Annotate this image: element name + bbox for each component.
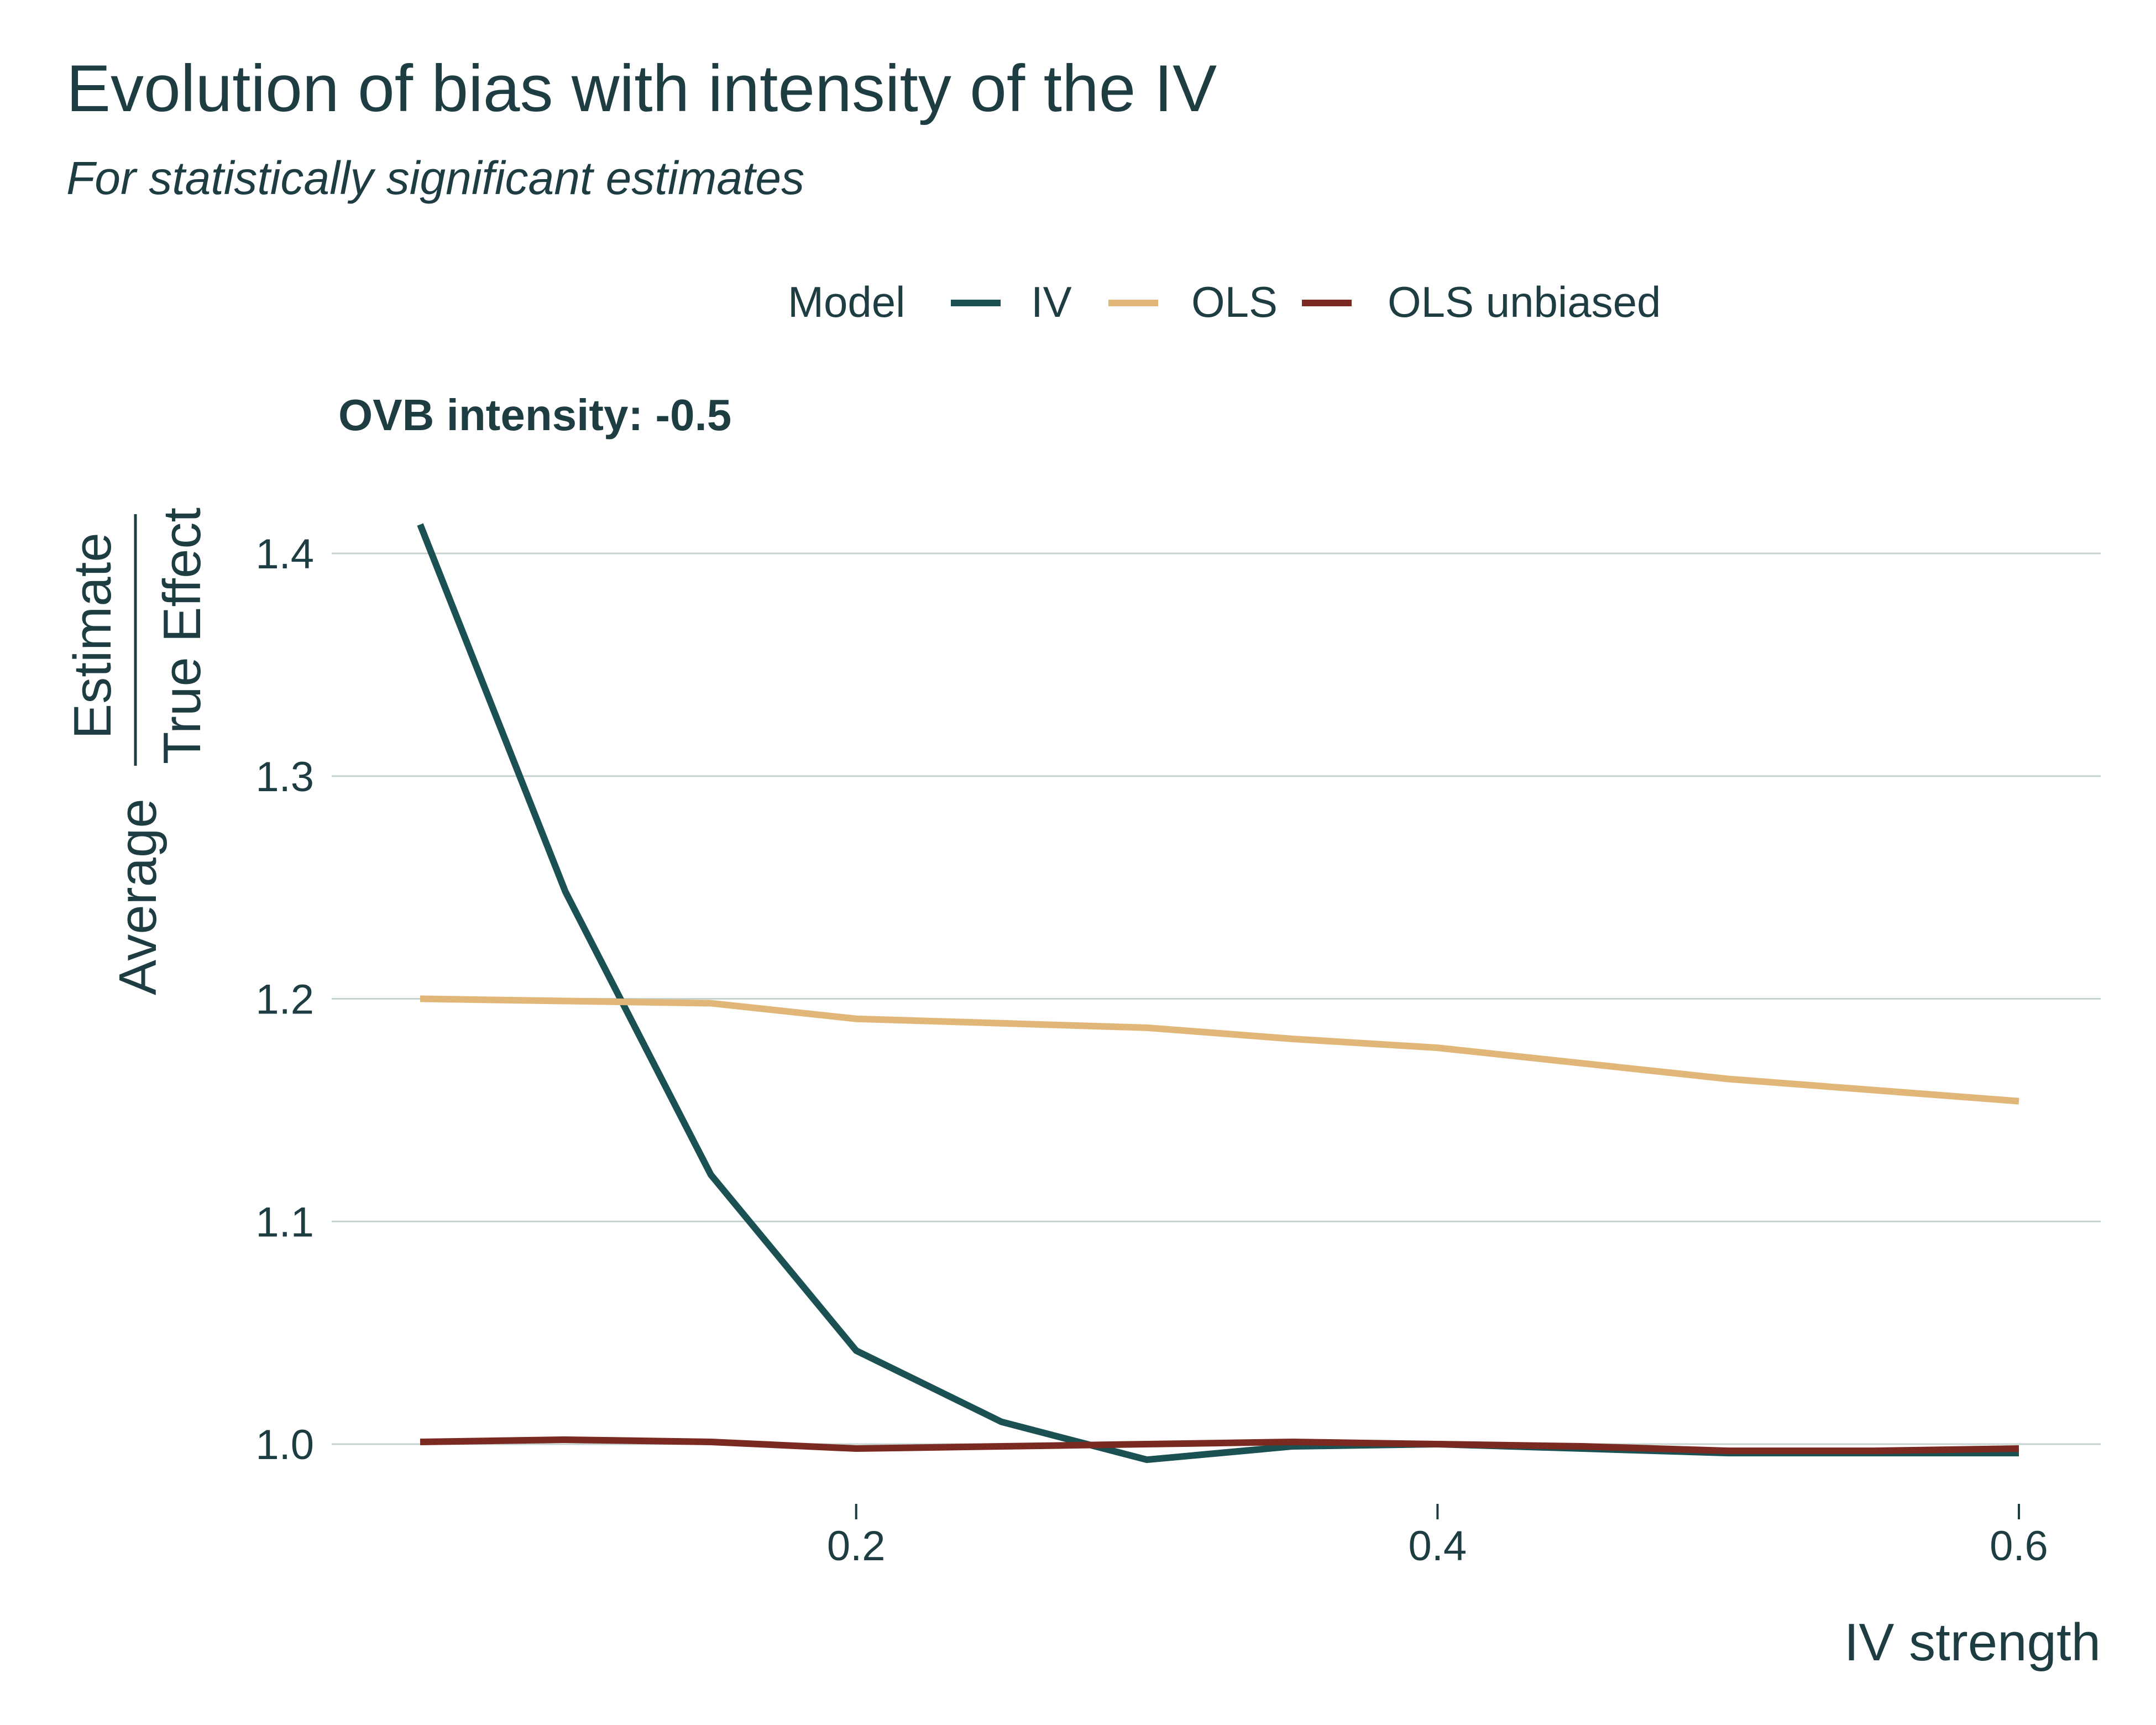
chart-title: Evolution of bias with intensity of the … (66, 51, 1217, 126)
series-line-iv (417, 523, 2019, 1463)
y-axis-title-denominator: True Effect (153, 508, 212, 764)
legend-label-iv: IV (1031, 278, 1072, 326)
series-line-ols (420, 995, 2019, 1105)
x-ticks: 0.2 0.4 0.6 (827, 1504, 2048, 1570)
x-axis-title: IV strength (1844, 1613, 2101, 1672)
y-tick-label: 1.0 (255, 1421, 314, 1468)
gridlines (332, 552, 2101, 1445)
y-axis-title: Average Estimate True Effect (63, 508, 212, 995)
legend: Model IV OLS OLS unbiased (788, 278, 1661, 326)
x-tick-label: 0.4 (1409, 1523, 1467, 1570)
y-tick-label: 1.3 (255, 754, 314, 801)
y-tick-label: 1.4 (255, 531, 314, 578)
y-axis-title-prefix: Average (108, 798, 168, 995)
legend-label-ols: OLS (1191, 278, 1278, 326)
series-lines (417, 523, 2019, 1463)
y-tick-label: 1.2 (255, 976, 314, 1023)
legend-title: Model (788, 278, 905, 326)
x-tick-label: 0.6 (1990, 1523, 2048, 1570)
y-axis-title-numerator: Estimate (63, 532, 122, 739)
y-tick-labels: 1.0 1.1 1.2 1.3 1.4 (255, 531, 314, 1468)
y-tick-label: 1.1 (255, 1199, 314, 1246)
legend-label-ols-unbiased: OLS unbiased (1388, 278, 1661, 326)
x-tick-label: 0.2 (827, 1523, 886, 1570)
facet-label: OVB intensity: -0.5 (338, 390, 731, 440)
series-line-ols-unbiased (420, 1436, 2019, 1455)
chart-subtitle: For statistically significant estimates (66, 152, 805, 204)
